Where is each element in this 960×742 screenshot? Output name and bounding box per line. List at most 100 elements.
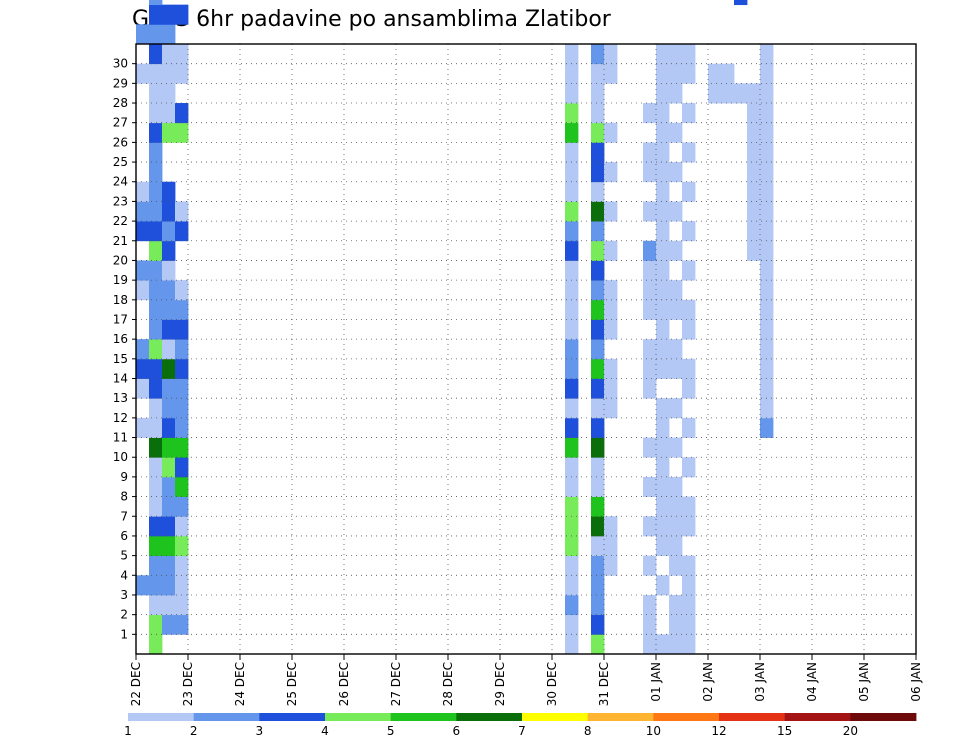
heatmap-cell — [149, 83, 163, 104]
heatmap-cell — [591, 358, 605, 379]
heatmap-cell — [136, 24, 150, 45]
heatmap-cell — [669, 63, 683, 84]
colorbar-swatch — [653, 713, 720, 721]
y-tick-label: 11 — [113, 431, 128, 445]
heatmap-cell — [747, 181, 761, 202]
heatmap-cell — [682, 358, 696, 379]
heatmap-cell — [162, 614, 176, 635]
heatmap-cell — [591, 142, 605, 163]
heatmap-cell — [682, 614, 696, 635]
heatmap-cell — [760, 201, 774, 222]
heatmap-cell — [149, 516, 163, 537]
heatmap-cell — [643, 358, 657, 379]
heatmap-cells — [136, 0, 774, 655]
heatmap-cell — [162, 83, 176, 104]
x-tick-label: 02 JAN — [701, 662, 715, 702]
heatmap-cell — [136, 575, 150, 596]
heatmap-cell — [760, 44, 774, 65]
heatmap-cell — [591, 181, 605, 202]
heatmap-cell — [162, 319, 176, 340]
colorbar-swatch — [128, 713, 195, 721]
heatmap-cell — [565, 181, 579, 202]
heatmap-cell — [149, 24, 163, 45]
heatmap-cell — [175, 319, 189, 340]
heatmap-cell — [591, 634, 605, 655]
heatmap-cell — [162, 555, 176, 576]
heatmap-cell — [760, 162, 774, 183]
heatmap-cell — [565, 122, 579, 143]
heatmap-cell — [747, 221, 761, 242]
heatmap-cell — [682, 63, 696, 84]
heatmap-cell — [136, 280, 150, 301]
heatmap-cell — [656, 339, 670, 360]
x-tick-label: 29 DEC — [493, 662, 507, 706]
heatmap-cell — [682, 555, 696, 576]
heatmap-cell — [136, 181, 150, 202]
heatmap-cell — [162, 575, 176, 596]
heatmap-cell — [162, 358, 176, 379]
heatmap-cell — [162, 4, 176, 25]
heatmap-cell — [162, 201, 176, 222]
heatmap-cell — [175, 516, 189, 537]
y-tick-label: 3 — [120, 588, 128, 602]
heatmap-cell — [149, 535, 163, 557]
heatmap-cell — [656, 181, 670, 202]
y-tick-label: 22 — [113, 214, 128, 228]
y-tick-label: 30 — [113, 57, 128, 71]
heatmap-cell — [149, 457, 163, 478]
heatmap-cell — [591, 535, 605, 557]
heatmap-cell — [175, 398, 189, 419]
heatmap-cell — [643, 260, 657, 281]
heatmap-cell — [591, 44, 605, 65]
heatmap-cell — [591, 319, 605, 340]
heatmap-cell — [682, 575, 696, 596]
heatmap-cell — [760, 63, 774, 84]
heatmap-cell — [591, 555, 605, 576]
y-tick-label: 8 — [120, 490, 128, 504]
heatmap-cell — [682, 496, 696, 517]
heatmap-cell — [149, 63, 163, 84]
colorbar-swatch — [259, 713, 326, 721]
heatmap-cell — [565, 358, 579, 379]
heatmap-cell — [682, 221, 696, 242]
heatmap-cell — [149, 417, 163, 438]
heatmap-cell — [149, 260, 163, 281]
heatmap-cell — [656, 201, 670, 222]
heatmap-cell — [760, 339, 774, 360]
heatmap-cell — [643, 142, 657, 163]
heatmap-cell — [565, 516, 579, 537]
heatmap-cell — [656, 122, 670, 143]
heatmap-cell — [656, 299, 670, 320]
heatmap-cell — [565, 437, 579, 458]
heatmap-cell — [604, 378, 618, 399]
y-tick-label: 10 — [113, 450, 128, 464]
heatmap-cell — [175, 44, 189, 65]
heatmap-cell — [149, 476, 163, 497]
heatmap-cell — [747, 240, 761, 261]
heatmap-cell — [669, 299, 683, 320]
x-tick-label: 31 DEC — [597, 662, 611, 706]
y-tick-label: 23 — [113, 194, 128, 208]
y-tick-label: 7 — [120, 509, 128, 523]
heatmap-cell — [149, 162, 163, 183]
heatmap-cell — [656, 83, 670, 104]
heatmap-cell — [149, 496, 163, 517]
heatmap-cell — [149, 437, 163, 458]
heatmap-cell — [175, 437, 189, 458]
heatmap-cell — [162, 398, 176, 419]
heatmap-cell — [656, 516, 670, 537]
heatmap-cell — [162, 260, 176, 281]
y-tick-label: 24 — [113, 175, 128, 189]
heatmap-cell — [149, 280, 163, 301]
heatmap-cell — [162, 457, 176, 478]
heatmap-cell — [604, 398, 618, 419]
heatmap-cell — [149, 299, 163, 320]
colorbar-label: 3 — [256, 724, 264, 738]
x-tick-label: 25 DEC — [285, 662, 299, 706]
heatmap-cell — [149, 358, 163, 379]
colorbar-label: 15 — [777, 724, 792, 738]
heatmap-cell — [162, 378, 176, 399]
colorbar-swatch — [719, 713, 786, 721]
heatmap-cell — [591, 240, 605, 261]
heatmap-cell — [175, 358, 189, 379]
